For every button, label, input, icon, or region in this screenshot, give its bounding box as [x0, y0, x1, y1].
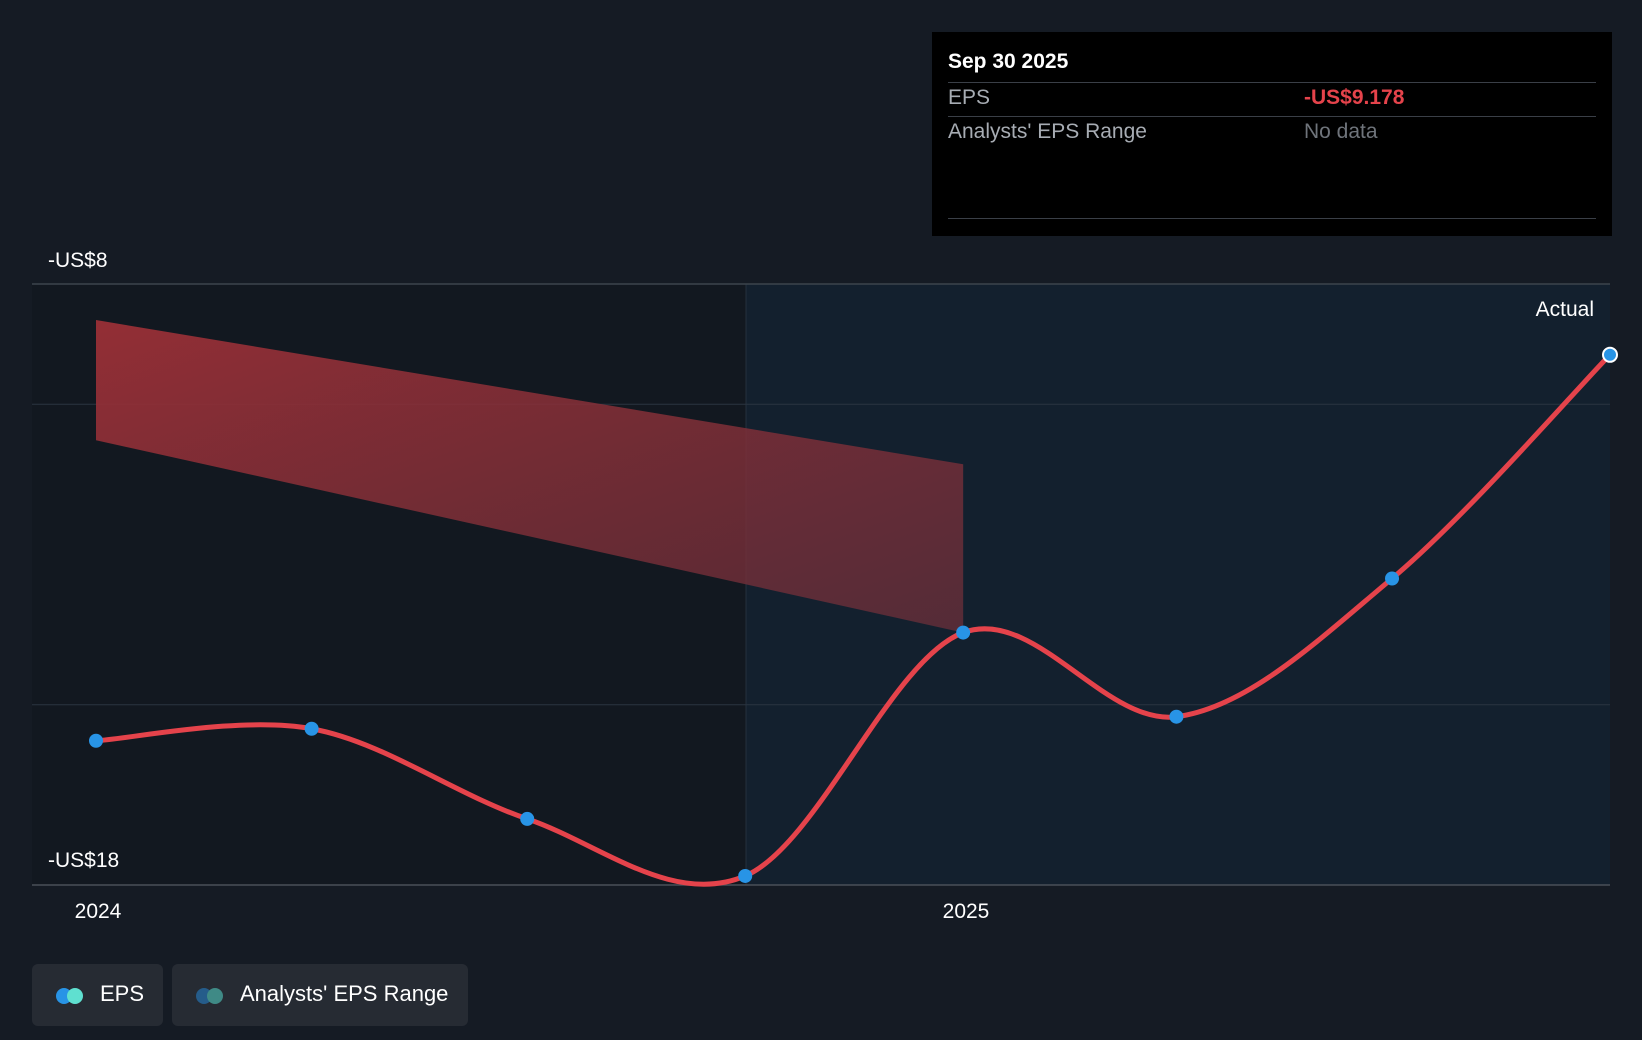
tooltip-eps-label: EPS	[948, 86, 991, 109]
legend-range-label: Analysts' EPS Range	[240, 981, 449, 1006]
y-tick-label-bottom: -US$18	[48, 849, 119, 872]
eps-data-point[interactable]	[89, 733, 103, 748]
tooltip-range-value: No data	[1304, 120, 1378, 143]
tooltip-divider	[948, 218, 1596, 219]
tooltip-divider	[948, 82, 1596, 83]
hover-tooltip: Sep 30 2025 EPS -US$9.178 Analysts' EPS …	[932, 32, 1612, 236]
range-legend-icon	[207, 988, 223, 1004]
x-tick-label-2025: 2025	[943, 900, 990, 923]
eps-series-line	[93, 352, 1613, 887]
legend-eps-label: EPS	[100, 981, 145, 1006]
actual-region-label: Actual	[1536, 298, 1594, 321]
tooltip-date: Sep 30 2025	[948, 50, 1069, 73]
eps-data-point[interactable]	[520, 811, 535, 826]
eps-data-point[interactable]	[1385, 571, 1400, 586]
tooltip-eps-value: -US$9.178	[1304, 86, 1405, 109]
y-tick-label-top: -US$8	[48, 249, 108, 272]
eps-data-point[interactable]	[1602, 346, 1618, 363]
eps-legend-icon	[67, 988, 83, 1004]
tooltip-range-label: Analysts' EPS Range	[948, 120, 1147, 143]
analyst-eps-range-area	[96, 320, 964, 633]
legend-eps[interactable]: EPS	[32, 964, 163, 1026]
eps-data-point[interactable]	[738, 868, 753, 883]
eps-points	[89, 346, 1618, 883]
eps-data-point[interactable]	[956, 625, 971, 640]
eps-data-point[interactable]	[304, 721, 319, 736]
legend-analyst-range[interactable]: Analysts' EPS Range	[172, 964, 468, 1026]
x-tick-label-2024: 2024	[75, 900, 122, 923]
eps-data-point[interactable]	[1169, 709, 1184, 724]
tooltip-divider	[948, 116, 1596, 117]
